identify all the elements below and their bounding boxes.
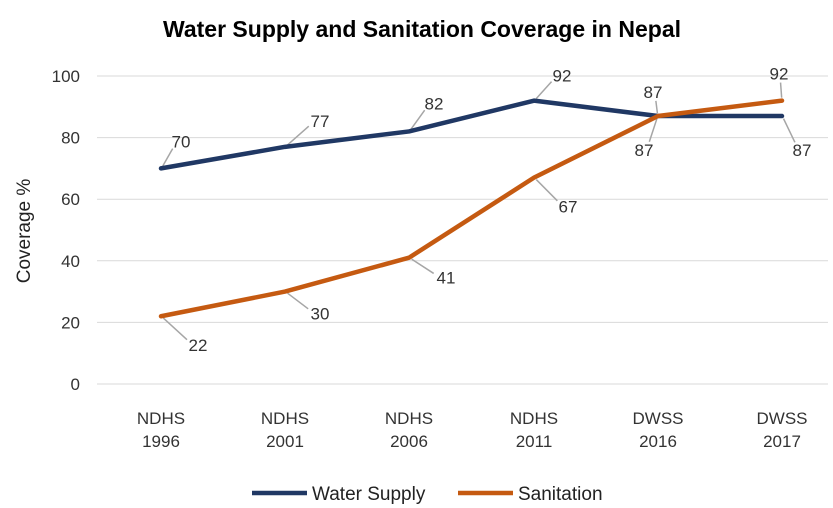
y-axis-ticks: 0 20 40 60 80 100 — [52, 67, 80, 394]
data-label: 41 — [437, 269, 456, 288]
label-leader-line — [287, 292, 309, 310]
label-leader-line — [410, 109, 426, 130]
data-label: 87 — [793, 141, 812, 160]
y-axis-label: Coverage % — [14, 179, 35, 284]
x-tick-label: NDHS 2011 — [510, 409, 558, 451]
label-leader-lines — [162, 81, 796, 341]
label-leader-line — [411, 258, 435, 275]
chart-title: Water Supply and Sanitation Coverage in … — [163, 16, 681, 42]
x-tick-label-line: NDHS — [261, 409, 309, 428]
x-tick-label-line: 2001 — [266, 432, 304, 451]
x-tick-label: NDHS 2006 — [385, 409, 433, 451]
data-label: 82 — [425, 94, 444, 113]
x-tick-label-line: DWSS — [757, 409, 808, 428]
data-label: 92 — [770, 65, 789, 84]
x-tick-label-line: 2011 — [516, 432, 553, 451]
x-tick-label-line: 2017 — [763, 432, 801, 451]
y-tick-label: 0 — [71, 375, 80, 394]
label-leader-line — [162, 148, 174, 167]
x-tick-label-line: 2016 — [639, 432, 677, 451]
y-tick-label: 40 — [61, 252, 80, 271]
data-label: 67 — [559, 198, 578, 217]
data-label: 92 — [553, 67, 572, 86]
label-leader-line — [648, 118, 658, 142]
x-tick-label-line: DWSS — [633, 409, 684, 428]
y-tick-label: 100 — [52, 67, 80, 86]
x-tick-label-line: NDHS — [510, 409, 558, 428]
series-line-sanitation — [158, 98, 785, 319]
legend-label: Sanitation — [518, 484, 603, 505]
x-tick-label-line: NDHS — [385, 409, 433, 428]
data-label: 77 — [311, 112, 330, 131]
legend-label: Water Supply — [312, 484, 426, 505]
data-label: 30 — [311, 305, 330, 324]
label-leader-line — [535, 81, 553, 100]
data-label: 70 — [172, 132, 191, 151]
x-tick-label: NDHS 2001 — [261, 409, 309, 451]
x-tick-label-line: 2006 — [390, 432, 428, 451]
series-lines — [158, 98, 785, 319]
data-label: 22 — [189, 336, 208, 355]
data-label: 87 — [635, 141, 654, 160]
label-leader-line — [782, 118, 796, 143]
data-labels: 70 77 82 92 87 87 22 30 41 67 87 92 — [172, 65, 812, 356]
label-leader-line — [535, 179, 558, 202]
x-tick-label: DWSS 2017 — [757, 409, 808, 451]
label-leader-line — [655, 100, 659, 114]
data-label: 87 — [644, 83, 663, 102]
y-tick-label: 80 — [61, 129, 80, 148]
y-tick-label: 60 — [61, 190, 80, 209]
x-tick-label: DWSS 2016 — [633, 409, 684, 451]
x-axis-ticks: NDHS 1996 NDHS 2001 NDHS 2006 NDHS 2011 DWSS 2016… — [137, 409, 808, 451]
x-tick-label-line: NDHS — [137, 409, 185, 428]
label-leader-line — [779, 82, 783, 98]
grid-lines — [97, 75, 828, 385]
label-leader-line — [286, 125, 310, 146]
x-tick-label-line: 1996 — [142, 432, 180, 451]
series-line-water-supply — [158, 98, 785, 171]
label-leader-line — [162, 317, 188, 341]
y-tick-label: 20 — [61, 313, 80, 332]
x-tick-label: NDHS 1996 — [137, 409, 185, 451]
legend: Water Supply Sanitation — [252, 484, 603, 505]
